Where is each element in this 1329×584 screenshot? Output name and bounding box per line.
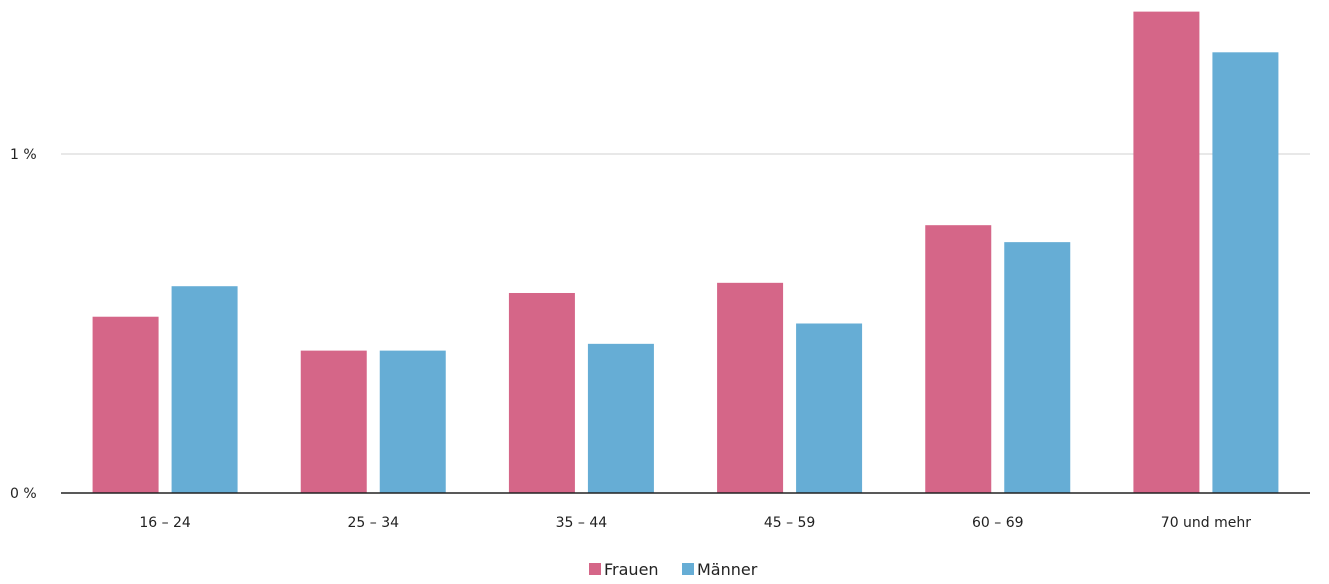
y-tick-label: 1 % [10, 147, 37, 163]
bar-mnner-3 [796, 323, 863, 493]
bar-mnner-0 [171, 286, 238, 493]
x-axis-labels: 16 – 24 25 – 34 35 – 44 45 – 59 60 – 69 70 un… [139, 515, 1251, 531]
bar-frauen-5 [1133, 11, 1200, 494]
x-tick-label: 35 – 44 [556, 515, 608, 531]
y-axis-labels: 0 % 1 % [10, 147, 37, 502]
x-tick-label: 60 – 69 [972, 515, 1024, 531]
legend-swatch [682, 563, 694, 575]
x-tick-label: 25 – 34 [347, 515, 399, 531]
y-tick-label: 0 % [10, 486, 37, 502]
bar-mnner-2 [587, 343, 654, 493]
bar-frauen-0 [92, 316, 159, 493]
legend: Frauen Männer [589, 560, 758, 579]
legend-label: Frauen [604, 560, 659, 579]
bar-frauen-2 [508, 292, 575, 493]
bar-mnner-1 [379, 350, 446, 493]
x-tick-label: 45 – 59 [764, 515, 816, 531]
bar-mnner-5 [1212, 52, 1279, 494]
bar-frauen-3 [717, 282, 784, 493]
x-tick-label: 70 und mehr [1161, 515, 1251, 531]
legend-swatch [589, 563, 601, 575]
bars [92, 11, 1279, 494]
x-tick-label: 16 – 24 [139, 515, 191, 531]
bar-mnner-4 [1004, 242, 1071, 493]
bar-frauen-1 [300, 350, 367, 493]
legend-label: Männer [697, 560, 758, 579]
bar-frauen-4 [925, 225, 992, 493]
